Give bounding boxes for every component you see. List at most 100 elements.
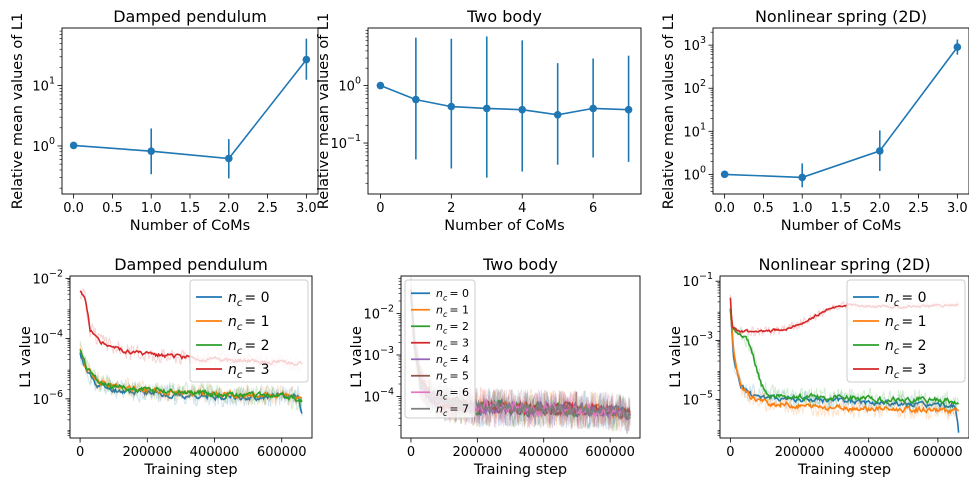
x-tick-label: 400000: [519, 445, 569, 460]
p3-panel: 100 101 102 103 0.0 0.5 1.0 1.5 2.0 2.5 3.0 Nonline…: [661, 7, 969, 234]
legend-label: nc = 4: [436, 353, 469, 368]
legend: nc = 0 nc = 1 nc = 2 nc = 3: [846, 279, 966, 383]
data-point: [447, 102, 456, 111]
legend-label: nc = 0: [228, 290, 270, 309]
data-point: [553, 110, 562, 119]
x-tick-label: 0: [76, 445, 84, 460]
plot-area: [376, 36, 633, 178]
plot-frame: [400, 275, 641, 439]
y-tick-label: 103: [683, 35, 706, 54]
y-axis-label: L1 value: [668, 326, 684, 388]
data-point: [147, 147, 156, 155]
data-point: [953, 43, 962, 51]
x-tick-label: 1.5: [831, 201, 852, 216]
x-tick-label: 0: [726, 445, 734, 460]
legend-label: nc = 6: [436, 386, 469, 401]
plot-frame: [69, 275, 313, 439]
legend-label: nc = 0: [885, 290, 927, 309]
x-tick-label: 2: [447, 201, 455, 216]
p6-panel: 10−5 10−3 10−1 0 200000 400000 600000 Nonlinear…: [668, 255, 969, 478]
series-line: [73, 59, 308, 160]
x-tick-label: 0: [376, 201, 384, 216]
p1-panel: 100 101 0.0 0.5 1.0 1.5 2.0 2.5 3.0 Damped pendul…: [10, 7, 319, 234]
y-tick-label: 10−4: [32, 329, 63, 348]
chart-title: Nonlinear spring (2D): [755, 7, 927, 26]
plot-frame: [719, 275, 969, 439]
chart-title: Damped pendulum: [113, 7, 267, 26]
x-tick-label: 4: [518, 201, 526, 216]
data-point: [376, 81, 385, 90]
data-point: [482, 104, 491, 113]
legend-label: nc = 3: [885, 362, 927, 381]
x-tick-label: 400000: [190, 445, 240, 460]
plot-area: [69, 38, 311, 179]
legend: nc = 0 nc = 1 nc = 2 nc = 3: [189, 279, 309, 383]
legend-label: nc = 1: [228, 314, 270, 333]
x-tick-label: 2.5: [257, 201, 278, 216]
x-axis-label: Training step: [797, 462, 891, 478]
series-smoothed-line: [729, 310, 960, 415]
y-tick-label: 101: [683, 121, 706, 140]
x-axis-label: Number of CoMs: [130, 218, 251, 234]
series-line: [724, 46, 959, 179]
y-axis-label: Relative mean values of L1: [10, 13, 26, 209]
data-point: [720, 170, 729, 179]
y-tick-label: 10−5: [682, 390, 713, 409]
y-axis-label: Relative mean values of L1: [316, 13, 332, 209]
y-tick-label: 100: [338, 76, 361, 95]
x-tick-label: 0.5: [753, 201, 774, 216]
x-axis-label: Training step: [473, 462, 567, 478]
x-tick-label: 200000: [453, 445, 503, 460]
series-smoothed-line: [729, 308, 960, 406]
data-point: [69, 141, 78, 150]
x-tick-label: 3.0: [947, 201, 968, 216]
series-raw-line: [79, 343, 303, 407]
plot-area: [720, 39, 962, 188]
x-tick-label: 200000: [775, 445, 825, 460]
x-axis-label: Number of CoMs: [781, 218, 902, 234]
series-raw-line: [729, 305, 960, 421]
legend-label: nc = 0: [436, 287, 469, 302]
y-axis-label: Relative mean values of L1: [661, 13, 677, 209]
legend-label: nc = 2: [885, 338, 927, 357]
x-tick-label: 600000: [257, 445, 307, 460]
data-point: [589, 104, 597, 113]
x-tick-label: 6: [589, 201, 597, 216]
legend-label: nc = 1: [436, 304, 469, 319]
y-tick-label: 10−6: [32, 389, 63, 408]
x-tick-label: 2.5: [908, 201, 929, 216]
data-point: [624, 105, 633, 114]
legend: nc = 0 nc = 1nc = 2 nc = 3nc = 4 nc = 5nc = 6 nc = 7: [404, 279, 476, 419]
chart-title: Two body: [466, 7, 542, 26]
y-axis-label: L1 value: [18, 326, 34, 388]
y-tick-label: 10−3: [682, 330, 713, 349]
p2-panel: 10−1 100 0 2 4 6 Two body Number of CoMs Relativ…: [316, 7, 642, 234]
data-point: [412, 95, 420, 104]
x-tick-label: 1.5: [180, 201, 201, 216]
chart-title: Two body: [482, 255, 558, 274]
x-tick-label: 400000: [844, 445, 894, 460]
x-tick-label: 600000: [585, 445, 635, 460]
legend-label: nc = 7: [436, 403, 469, 418]
x-axis-label: Number of CoMs: [444, 218, 565, 234]
x-axis-label: Training step: [143, 462, 237, 478]
y-tick-label: 10−3: [363, 345, 394, 364]
legend-box: [846, 279, 966, 383]
plot-frame: [712, 27, 969, 195]
x-tick-label: 0.0: [714, 201, 735, 216]
y-axis-label: L1 value: [349, 326, 365, 388]
y-tick-label: 10−2: [32, 268, 63, 287]
x-tick-label: 0.5: [102, 201, 123, 216]
chart-title: Nonlinear spring (2D): [758, 255, 930, 274]
data-point: [302, 55, 311, 64]
legend-label: nc = 2: [436, 320, 469, 335]
x-tick-label: 3.0: [296, 201, 317, 216]
data-point: [224, 154, 233, 163]
legend-label: nc = 5: [436, 370, 469, 385]
legend-label: nc = 2: [228, 338, 270, 357]
legend-box: [189, 279, 309, 383]
y-tick-label: 10−1: [330, 133, 361, 152]
series-smoothed-line: [79, 348, 303, 401]
x-tick-label: 2.0: [869, 201, 890, 216]
